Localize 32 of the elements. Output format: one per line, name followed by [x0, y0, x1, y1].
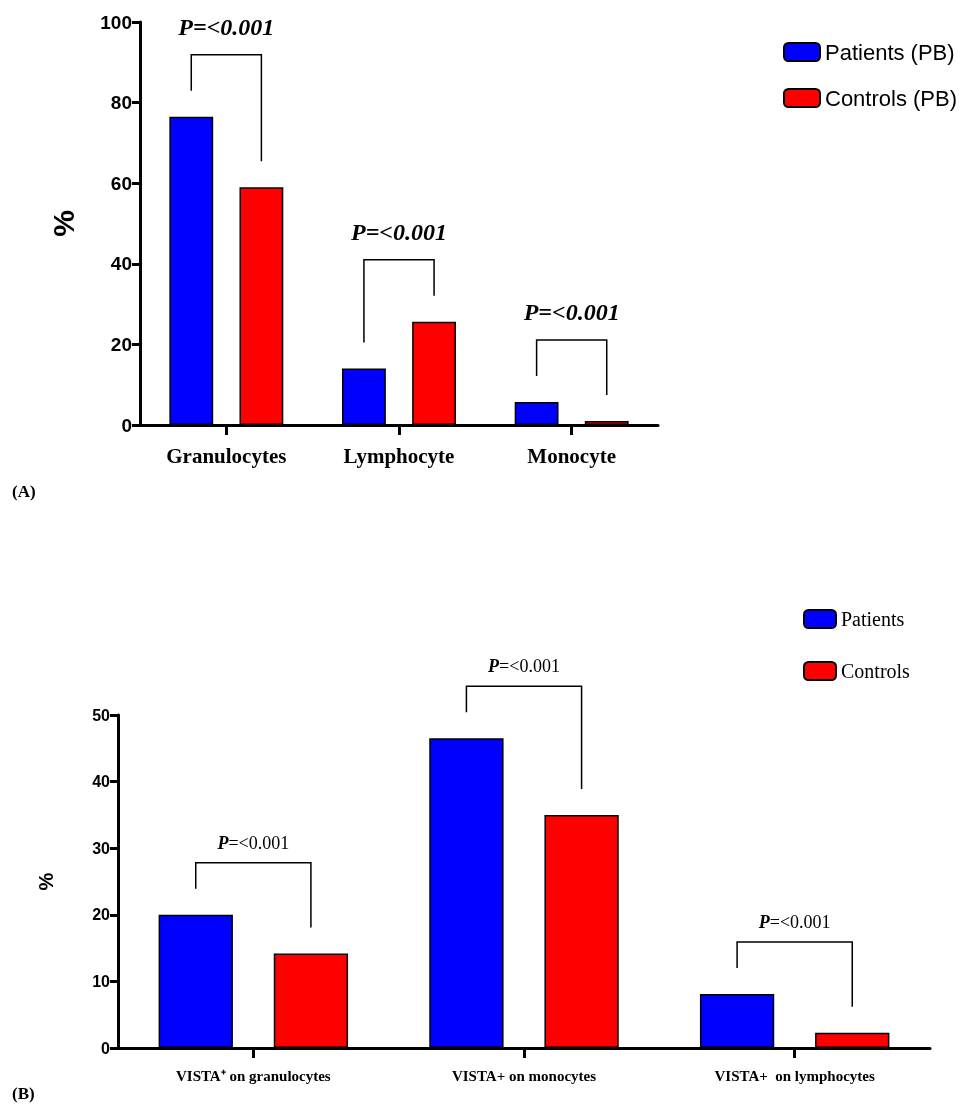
- annotation: P=<0.001: [349, 218, 448, 245]
- text: (B): [12, 1084, 35, 1103]
- y-tick-label: 40: [110, 253, 132, 275]
- x-tick-label: VISTA+ on lymphocytes: [714, 1067, 876, 1084]
- x-tick-label: VISTA⁺ on granulocytes: [175, 1067, 331, 1084]
- y-tick-label: 60: [110, 172, 132, 194]
- y-tick-label: 40: [92, 773, 111, 791]
- annotation: P=<0.001: [757, 912, 831, 933]
- y-tick-label: 0: [101, 1039, 111, 1057]
- y-tick-label: 0: [121, 414, 132, 436]
- y-tick-label: 30: [92, 839, 111, 857]
- y-axis-title: %: [46, 210, 80, 237]
- annotation: P=<0.001: [522, 299, 620, 326]
- legend-label: Patients: [841, 608, 905, 630]
- legend-label: Patients (PB): [825, 39, 955, 65]
- legend-label: Controls: [841, 660, 911, 682]
- x-tick-label: VISTA+ on monocytes: [451, 1067, 597, 1084]
- y-tick-label: 10: [92, 972, 111, 990]
- annotation: P=<0.001: [216, 832, 290, 853]
- y-tick-label: 50: [92, 706, 111, 724]
- y-tick-label: 20: [110, 333, 132, 355]
- y-tick-label: 80: [110, 92, 132, 114]
- y-tick-label: 100: [100, 11, 132, 33]
- y-axis-title: %: [35, 872, 57, 891]
- y-tick-label: 20: [92, 906, 111, 924]
- x-tick-label: Granulocytes: [166, 443, 287, 468]
- text: (A): [12, 482, 36, 501]
- x-tick-label: Monocyte: [527, 443, 616, 468]
- annotation: P=<0.001: [177, 13, 275, 40]
- x-tick-label: Lymphocyte: [343, 443, 455, 468]
- text: P=<0.001: [487, 656, 560, 677]
- legend-label: Controls (PB): [825, 85, 958, 111]
